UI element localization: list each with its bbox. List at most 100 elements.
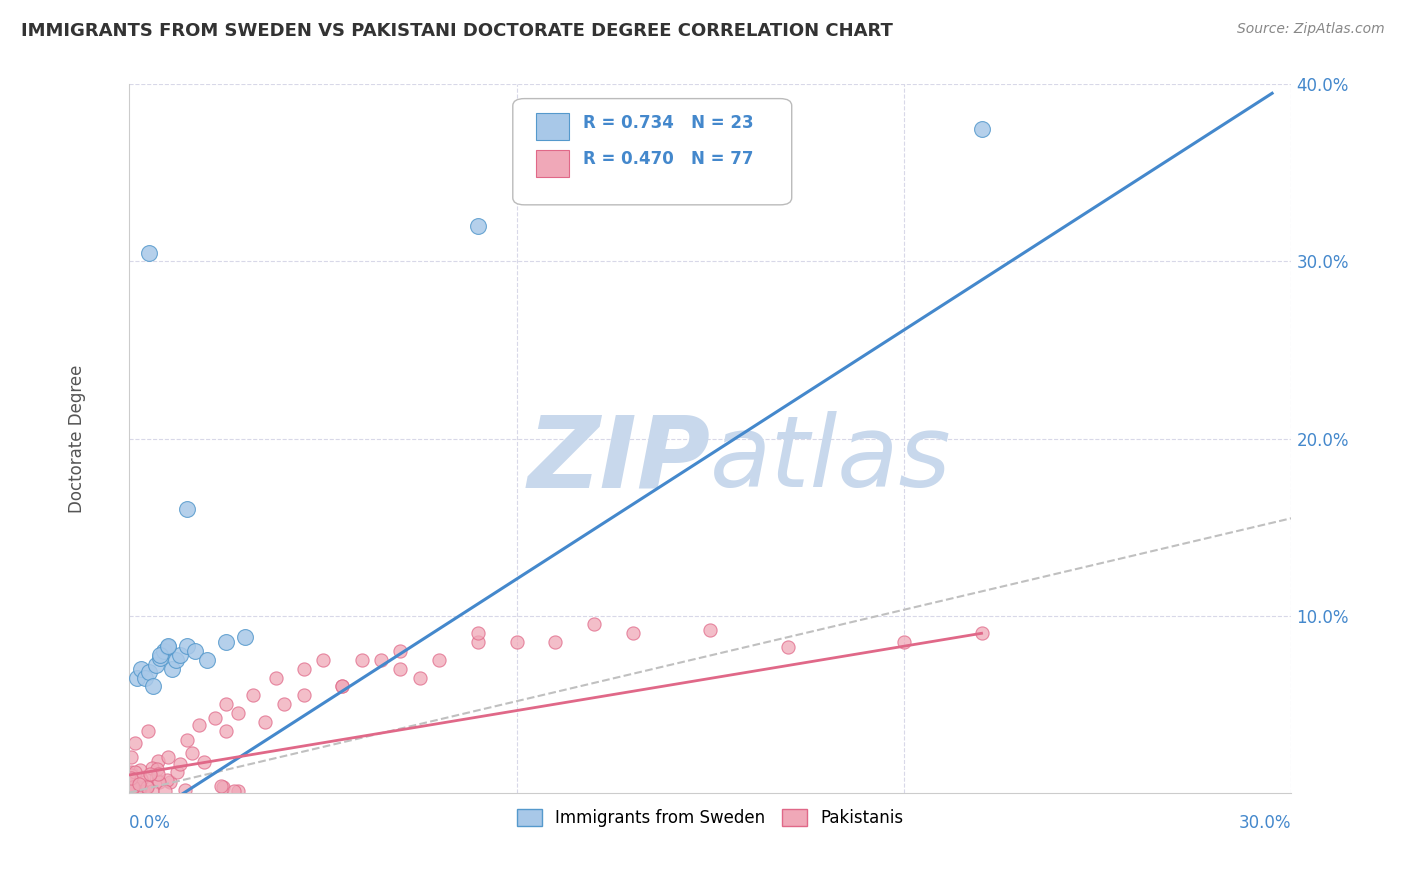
Point: [409, 671, 432, 685]
Text: ZIP: ZIP: [527, 411, 710, 508]
Point: [970, 626, 993, 640]
Point: [120, 764, 142, 779]
Point: [149, 651, 172, 665]
Point: [124, 782, 146, 797]
Point: [389, 662, 412, 676]
Point: [273, 697, 295, 711]
Point: [121, 780, 143, 794]
Point: [253, 714, 276, 729]
Text: atlas: atlas: [710, 411, 952, 508]
Point: [312, 653, 335, 667]
Point: [156, 640, 179, 655]
Point: [156, 750, 179, 764]
Point: [141, 680, 163, 694]
Point: [166, 764, 188, 779]
Point: [132, 770, 155, 784]
Point: [156, 772, 179, 787]
Point: [970, 121, 993, 136]
Point: [139, 767, 162, 781]
Point: [893, 635, 915, 649]
Point: [235, 630, 257, 644]
Point: [120, 784, 142, 798]
Point: [195, 653, 218, 667]
Point: [128, 776, 150, 790]
Point: [209, 780, 232, 794]
Legend: Immigrants from Sweden, Pakistanis: Immigrants from Sweden, Pakistanis: [510, 803, 910, 834]
Point: [169, 648, 191, 662]
Point: [132, 784, 155, 798]
Point: [141, 761, 163, 775]
Point: [124, 780, 146, 794]
Point: [160, 662, 183, 676]
Point: [120, 749, 142, 764]
Point: [135, 780, 157, 794]
Point: [621, 626, 644, 640]
Point: [124, 764, 146, 779]
Point: [176, 502, 198, 516]
Point: [467, 626, 489, 640]
Point: [215, 635, 238, 649]
Text: Source: ZipAtlas.com: Source: ZipAtlas.com: [1237, 22, 1385, 37]
Point: [330, 680, 353, 694]
Point: [427, 653, 450, 667]
Point: [159, 775, 181, 789]
Point: [544, 635, 567, 649]
Point: [173, 782, 195, 797]
Point: [129, 763, 152, 777]
Point: [169, 757, 191, 772]
Point: [129, 772, 152, 786]
Point: [193, 755, 215, 769]
Point: [141, 784, 163, 798]
Point: [180, 746, 202, 760]
Point: [153, 784, 176, 798]
Point: [583, 617, 606, 632]
Point: [145, 658, 167, 673]
Point: [129, 662, 152, 676]
Point: [146, 762, 169, 776]
Point: [176, 732, 198, 747]
Point: [222, 784, 245, 798]
Point: [211, 780, 233, 795]
Point: [350, 653, 373, 667]
Point: [184, 644, 207, 658]
Point: [120, 772, 142, 786]
Point: [125, 671, 148, 685]
Point: [776, 640, 799, 655]
Point: [153, 644, 176, 658]
Point: [188, 718, 211, 732]
Text: 30.0%: 30.0%: [1239, 814, 1292, 832]
Text: Doctorate Degree: Doctorate Degree: [67, 364, 86, 513]
Point: [149, 648, 172, 662]
Point: [146, 774, 169, 789]
Point: [467, 219, 489, 233]
Point: [122, 780, 145, 794]
FancyBboxPatch shape: [513, 99, 792, 205]
Point: [148, 767, 170, 781]
Point: [266, 671, 288, 685]
Text: IMMIGRANTS FROM SWEDEN VS PAKISTANI DOCTORATE DEGREE CORRELATION CHART: IMMIGRANTS FROM SWEDEN VS PAKISTANI DOCT…: [21, 22, 893, 40]
FancyBboxPatch shape: [536, 112, 568, 140]
Point: [124, 736, 146, 750]
Point: [120, 768, 142, 782]
Point: [292, 688, 315, 702]
Point: [330, 680, 353, 694]
Text: 0.0%: 0.0%: [129, 814, 172, 832]
Point: [215, 723, 238, 738]
Point: [505, 635, 527, 649]
Text: R = 0.470   N = 77: R = 0.470 N = 77: [582, 150, 754, 168]
Point: [176, 639, 198, 653]
Point: [204, 711, 226, 725]
Point: [122, 783, 145, 797]
Point: [148, 774, 170, 789]
Point: [370, 653, 392, 667]
FancyBboxPatch shape: [536, 150, 568, 177]
Point: [134, 671, 156, 685]
Point: [467, 635, 489, 649]
Text: R = 0.734   N = 23: R = 0.734 N = 23: [582, 114, 754, 132]
Point: [226, 706, 249, 720]
Point: [138, 245, 160, 260]
Point: [129, 780, 152, 795]
Point: [125, 784, 148, 798]
Point: [136, 724, 159, 739]
Point: [226, 784, 249, 798]
